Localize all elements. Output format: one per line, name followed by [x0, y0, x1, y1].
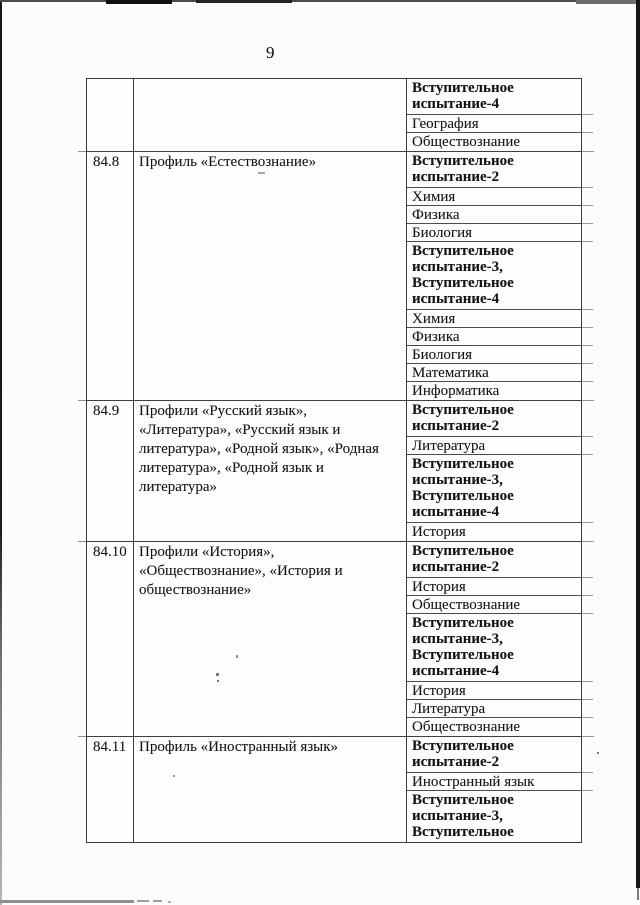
row-exams-stack: Вступительное испытание-2 Иностранный язы…	[407, 737, 593, 842]
exam-header-cell: Вступительное испытание-3, Вступительное…	[407, 455, 593, 523]
scan-edge-top-segment	[576, 0, 640, 4]
exam-subject-cell: Обществознание	[412, 134, 521, 150]
row-profile-cell: Профили «Русский язык», «Литература», «Р…	[134, 401, 407, 541]
scan-edge-top	[0, 0, 640, 2]
row-profile-cell: Профиль «Иностранный язык»	[134, 737, 407, 842]
exam-subject-cell: Биология	[407, 346, 593, 364]
row-number-cell: 84.9	[87, 401, 134, 541]
scan-speck	[173, 775, 175, 777]
scan-edge-right-tail	[637, 888, 639, 900]
table-row: 84.8 Профиль «Естествознание» Вступительно…	[78, 151, 594, 400]
scan-speck	[216, 673, 219, 676]
row-exams-stack: Вступительное испытание-2 Химия Физика Биол…	[407, 152, 593, 400]
exam-header-cell: Вступительное испытание-2	[407, 737, 593, 773]
exam-subject-cell: Физика	[407, 328, 593, 346]
exam-header-cell: Вступительное испытание-3, Вступительное…	[407, 614, 593, 682]
exam-subject-cell: Литература	[407, 700, 593, 718]
page-number: 9	[266, 43, 275, 62]
scan-edge-right	[636, 0, 640, 888]
scan-edge-top-segment	[106, 0, 172, 4]
exam-subject-cell: Обществознание	[412, 719, 521, 735]
row-exams-stack: Вступительное испытание-2 Литература Вступ…	[407, 401, 593, 541]
scan-artifact-bottom-line	[0, 900, 134, 903]
table-row: 84.9 Профили «Русский язык», «Литература»…	[78, 400, 594, 541]
row-profile-cell	[134, 79, 407, 151]
exam-subject-cell: История	[412, 524, 466, 540]
scan-artifact-segment	[137, 900, 149, 902]
doc-table: Вступительное испытание-4 География Общест…	[78, 78, 594, 843]
exam-subject-cell: Математика	[407, 364, 593, 382]
exam-header-cell: Вступительное испытание-2	[407, 542, 593, 578]
exam-subject-cell: История	[407, 682, 593, 700]
row-number-cell: 84.10	[87, 542, 134, 736]
exam-subject-cell: Обществознание	[407, 596, 593, 614]
exam-header-cell: Вступительное испытание-2	[407, 401, 593, 437]
row-profile-cell: Профили «История», «Обществознание», «Ис…	[134, 542, 407, 736]
exam-header-cell: Вступительное испытание-3, Вступительное…	[407, 242, 593, 310]
scan-edge-left	[0, 0, 2, 905]
exam-subject-cell: География	[407, 115, 593, 133]
exam-header-cell: Вступительное испытание-3, Вступительное	[412, 792, 514, 840]
row-number-cell: 84.8	[87, 152, 134, 400]
row-profile-cell: Профиль «Естествознание»	[134, 152, 407, 400]
scan-speck	[217, 680, 219, 682]
table-row: Вступительное испытание-4 География Общест…	[87, 79, 593, 151]
table-row: 84.10 Профили «История», «Обществознание»…	[78, 541, 594, 736]
scan-artifact-segment	[153, 900, 162, 902]
scan-speck	[258, 172, 265, 174]
scan-speck	[597, 752, 599, 754]
exam-subject-cell: Иностранный язык	[407, 773, 593, 791]
row-number-cell	[87, 79, 134, 151]
row-exams-stack: Вступительное испытание-4 География Общест…	[407, 79, 593, 151]
exam-header-cell: Вступительное испытание-2	[407, 152, 593, 188]
exam-subject-cell: Биология	[407, 224, 593, 242]
exam-subject-cell: Литература	[407, 437, 593, 455]
exam-subject-cell: Информатика	[412, 383, 500, 399]
row-number-cell: 84.11	[87, 737, 134, 842]
scan-edge-top-segment	[196, 0, 292, 3]
row-exams-stack: Вступительное испытание-2 История Общество…	[407, 542, 593, 736]
table-row: 84.11 Профиль «Иностранный язык» Вступител…	[78, 736, 594, 842]
exam-subject-cell: Химия	[407, 310, 593, 328]
exam-header-cell: Вступительное испытание-4	[407, 79, 593, 115]
exam-subject-cell: Химия	[407, 188, 593, 206]
scan-artifact-dot	[168, 901, 171, 903]
exam-subject-cell: История	[407, 578, 593, 596]
exam-subject-cell: Физика	[407, 206, 593, 224]
scan-speck	[236, 655, 238, 658]
